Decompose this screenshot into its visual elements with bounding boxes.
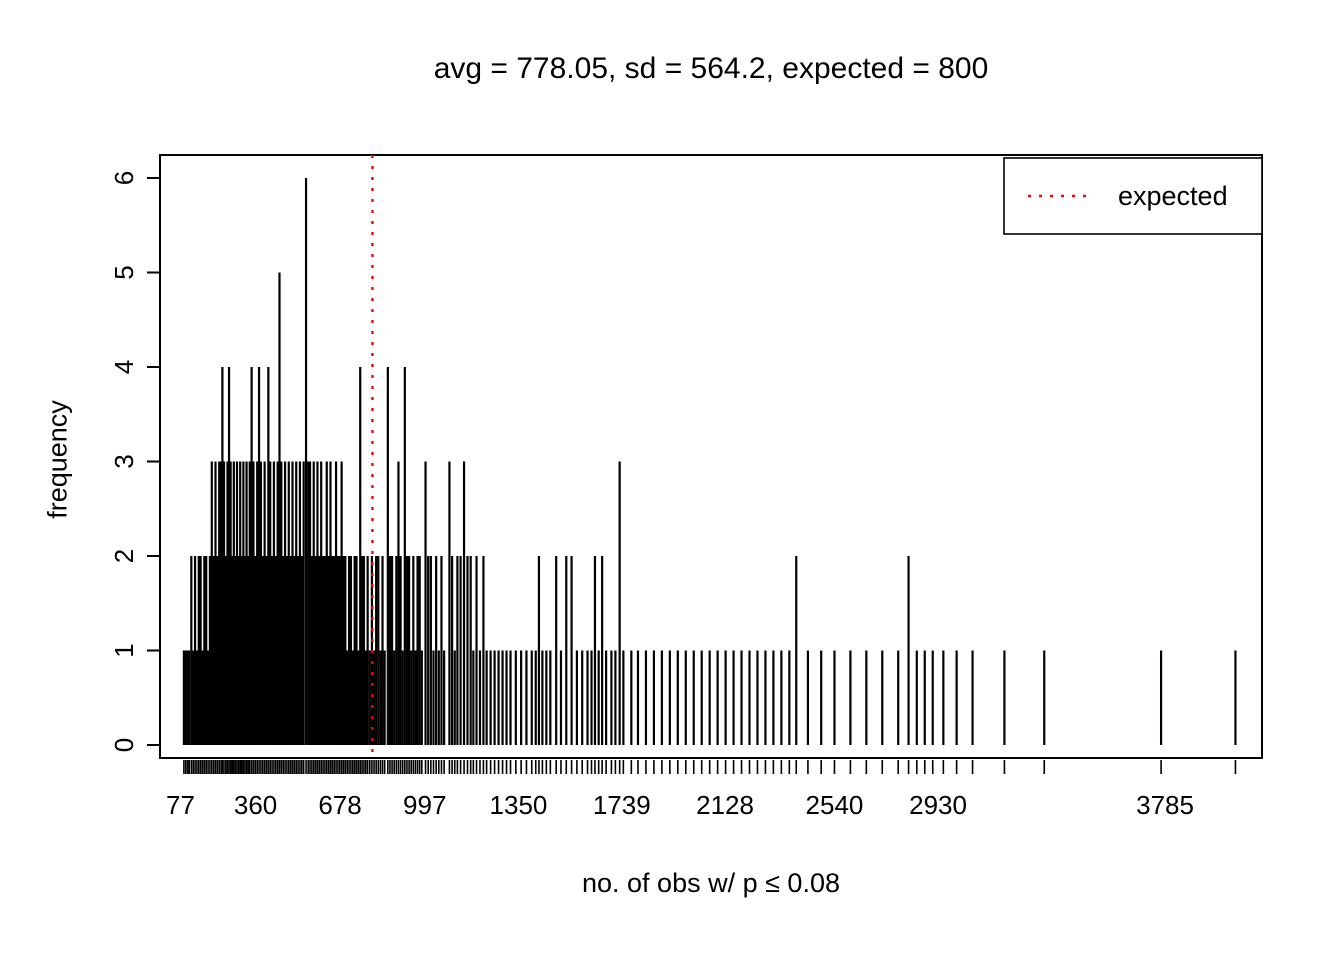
x-tick-label: 2128 — [696, 790, 754, 820]
y-tick-label: 6 — [109, 171, 139, 185]
legend: expected — [1003, 157, 1263, 235]
x-tick-label: 997 — [403, 790, 446, 820]
legend-label: expected — [1118, 181, 1228, 211]
x-axis-label: no. of obs w/ p ≤ 0.08 — [582, 868, 840, 898]
y-tick-label: 1 — [109, 643, 139, 657]
x-axis-rug-ticks — [183, 760, 1237, 774]
x-tick-label: 360 — [234, 790, 277, 820]
x-tick-label: 2540 — [806, 790, 864, 820]
plot-box — [159, 154, 1263, 759]
x-tick-label: 1739 — [593, 790, 651, 820]
x-tick-label: 3785 — [1136, 790, 1194, 820]
y-tick-label: 0 — [109, 738, 139, 752]
x-tick-label: 678 — [318, 790, 361, 820]
x-tick-label: 77 — [166, 790, 195, 820]
plot-title: avg = 778.05, sd = 564.2, expected = 800 — [433, 52, 989, 85]
y-tick-label: 2 — [109, 549, 139, 563]
y-tick-label: 3 — [109, 454, 139, 468]
y-tick-label: 4 — [109, 360, 139, 374]
axes: 0 1 2 3 4 5 6 77 360 678 997 1350 1739 2128 2540 2930 37… — [109, 154, 1263, 820]
y-tick-label: 5 — [109, 265, 139, 279]
legend-box — [1003, 157, 1263, 235]
x-tick-label: 2930 — [909, 790, 967, 820]
spikes — [182, 178, 1237, 745]
x-tick-label: 1350 — [490, 790, 548, 820]
